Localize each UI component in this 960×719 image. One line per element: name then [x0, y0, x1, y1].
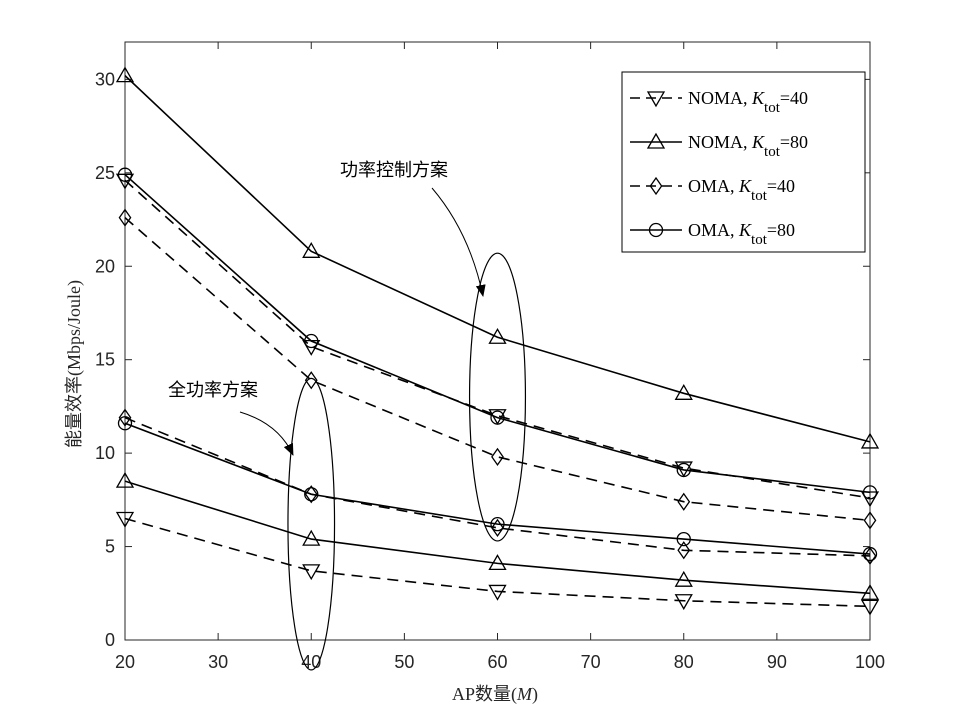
y-tick-label: 15: [95, 350, 115, 370]
data-point-diamond: [304, 485, 318, 504]
data-point-triangle-down: [115, 173, 135, 190]
annotation-label: 全功率方案: [168, 380, 258, 400]
data-point-diamond: [118, 408, 132, 427]
y-tick-label: 20: [95, 256, 115, 276]
data-point-triangle-up: [860, 432, 880, 449]
series-line: [124, 480, 871, 595]
series-line: [124, 217, 871, 522]
y-tick-label: 25: [95, 163, 115, 183]
x-axis-title-variable: M: [516, 684, 533, 704]
data-point-diamond: [118, 208, 132, 227]
annotation-ellipses: [287, 252, 527, 671]
x-tick-label: 90: [767, 652, 787, 672]
data-point-diamond: [677, 492, 691, 511]
annotation-ellipse: [287, 377, 336, 671]
data-point-circle: [304, 487, 319, 502]
y-tick-label: 30: [95, 69, 115, 89]
data-point-circle: [490, 516, 505, 532]
series-4: [115, 511, 880, 616]
data-point-circle: [862, 546, 878, 562]
x-tick-label: 40: [301, 652, 321, 672]
data-point-triangle-down: [860, 599, 880, 616]
series-2: [118, 208, 877, 530]
data-point-circle: [117, 416, 133, 431]
data-point-diamond: [677, 541, 691, 560]
legend-entry: NOMA, Ktot=40: [630, 88, 808, 116]
legend-label: OMA, Ktot=80: [688, 220, 795, 248]
data-point-triangle-up: [302, 529, 321, 546]
data-point-triangle-up: [488, 327, 507, 344]
data-point-circle: [862, 485, 878, 500]
data-point-circle: [676, 531, 691, 547]
data-point-triangle-up: [115, 471, 135, 488]
series-1: [115, 66, 880, 449]
legend-marker-circle: [648, 222, 664, 238]
legend-entry: OMA, Ktot=40: [630, 176, 795, 204]
data-point-triangle-down: [488, 584, 507, 601]
x-axis-title: AP数量(M): [452, 684, 538, 705]
series-3: [117, 167, 878, 500]
y-axis-title: 能量效率(Mbps/Joule): [64, 280, 85, 448]
y-tick-label: 5: [105, 537, 115, 557]
legend-entry: OMA, Ktot=80: [630, 220, 795, 248]
legend-marker-diamond: [649, 176, 663, 196]
y-tick-label: 10: [95, 443, 115, 463]
x-axis-title-close: ): [532, 684, 538, 705]
series-line: [124, 174, 871, 494]
series-line: [124, 517, 871, 608]
x-tick-label: 50: [394, 652, 414, 672]
legend-box: [621, 71, 866, 253]
legend: NOMA, Ktot=40 NOMA, Ktot=80 OMA, Ktot=40 OM…: [621, 71, 866, 253]
series-line: [124, 422, 871, 555]
data-point-diamond: [304, 371, 318, 390]
data-point-triangle-up: [115, 66, 135, 83]
data-point-circle: [490, 410, 505, 425]
data-point-triangle-up: [860, 583, 880, 600]
legend-label: NOMA, Ktot=40: [688, 88, 808, 116]
data-point-triangle-up: [488, 554, 507, 571]
y-axis: 0 5 10 15 20 25 30: [95, 69, 870, 650]
x-axis-title-text: AP数量(: [452, 684, 517, 705]
series-7: [117, 416, 878, 562]
legend-marker-triangle-up: [646, 132, 666, 149]
legend-label: NOMA, Ktot=80: [688, 132, 808, 160]
y-tick-label: 0: [105, 630, 115, 650]
x-tick-label: 60: [487, 652, 507, 672]
data-point-triangle-up: [302, 241, 321, 258]
annotation-arrow: [239, 411, 294, 456]
data-point-triangle-down: [115, 511, 135, 528]
data-point-triangle-down: [302, 564, 321, 581]
data-point-circle: [117, 167, 133, 182]
legend-entry: NOMA, Ktot=80: [630, 132, 808, 160]
x-tick-label: 20: [115, 652, 135, 672]
x-tick-label: 80: [674, 652, 694, 672]
data-point-diamond: [863, 511, 877, 530]
x-tick-label: 70: [581, 652, 601, 672]
series-line: [124, 416, 871, 557]
data-point-circle: [676, 462, 691, 478]
data-point-triangle-up: [674, 384, 693, 400]
data-point-diamond: [491, 447, 504, 466]
data-point-triangle-down: [674, 594, 693, 611]
legend-label: OMA, Ktot=40: [688, 176, 795, 204]
series-6: [118, 408, 877, 566]
series-5: [115, 471, 880, 600]
data-point-circle: [304, 333, 319, 349]
legend-marker-triangle-down: [646, 91, 666, 108]
x-tick-label: 30: [208, 652, 228, 672]
annotation-ellipse: [468, 252, 527, 542]
x-tick-label: 100: [855, 652, 885, 672]
data-point-triangle-up: [674, 570, 693, 587]
series-layer: [115, 66, 880, 616]
series-line: [124, 75, 871, 443]
annotation-arrow: [431, 187, 486, 297]
annotation-label: 功率控制方案: [340, 160, 448, 180]
